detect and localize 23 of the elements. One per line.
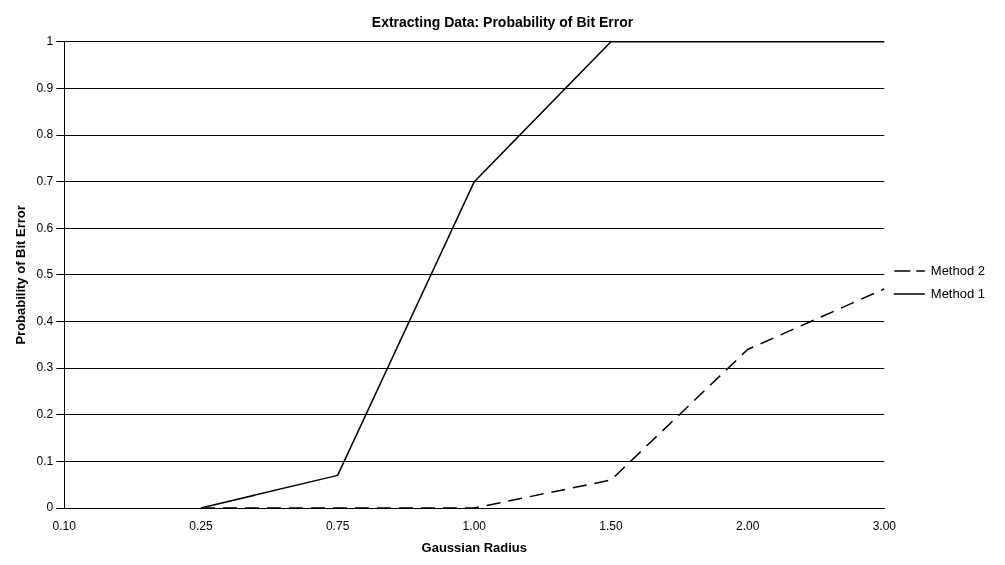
y-tick-label: 0.6 [36,220,54,235]
x-tick-label: 1.50 [599,518,623,533]
x-tick-label: 1.00 [462,518,487,533]
y-axis-title: Probability of Bit Error [13,205,29,345]
x-tick-label: 2.00 [735,518,760,533]
y-tick-label: 0.7 [36,173,54,188]
legend-label: Method 2 [930,262,985,278]
y-tick-label: 0.1 [36,453,54,468]
x-tick-label: 0.75 [325,518,350,533]
y-tick-label: 0.3 [36,360,54,375]
y-tick-label: 0.4 [36,313,54,328]
legend-label: Method 1 [930,285,985,301]
x-axis-title: Gaussian Radius [421,539,528,555]
x-tick-label: 3.00 [872,518,897,533]
y-tick-label: 1 [46,34,54,49]
y-tick-label: 0 [46,500,54,515]
y-tick-label: 0.9 [36,80,54,95]
y-tick-label: 0.5 [36,267,54,282]
x-tick-label: 0.25 [189,518,213,533]
y-tick-label: 0.8 [36,127,54,142]
x-tick-label: 0.10 [52,518,77,533]
y-tick-label: 0.2 [36,407,54,422]
chart-title: Extracting Data: Probability of Bit Error [371,14,634,31]
